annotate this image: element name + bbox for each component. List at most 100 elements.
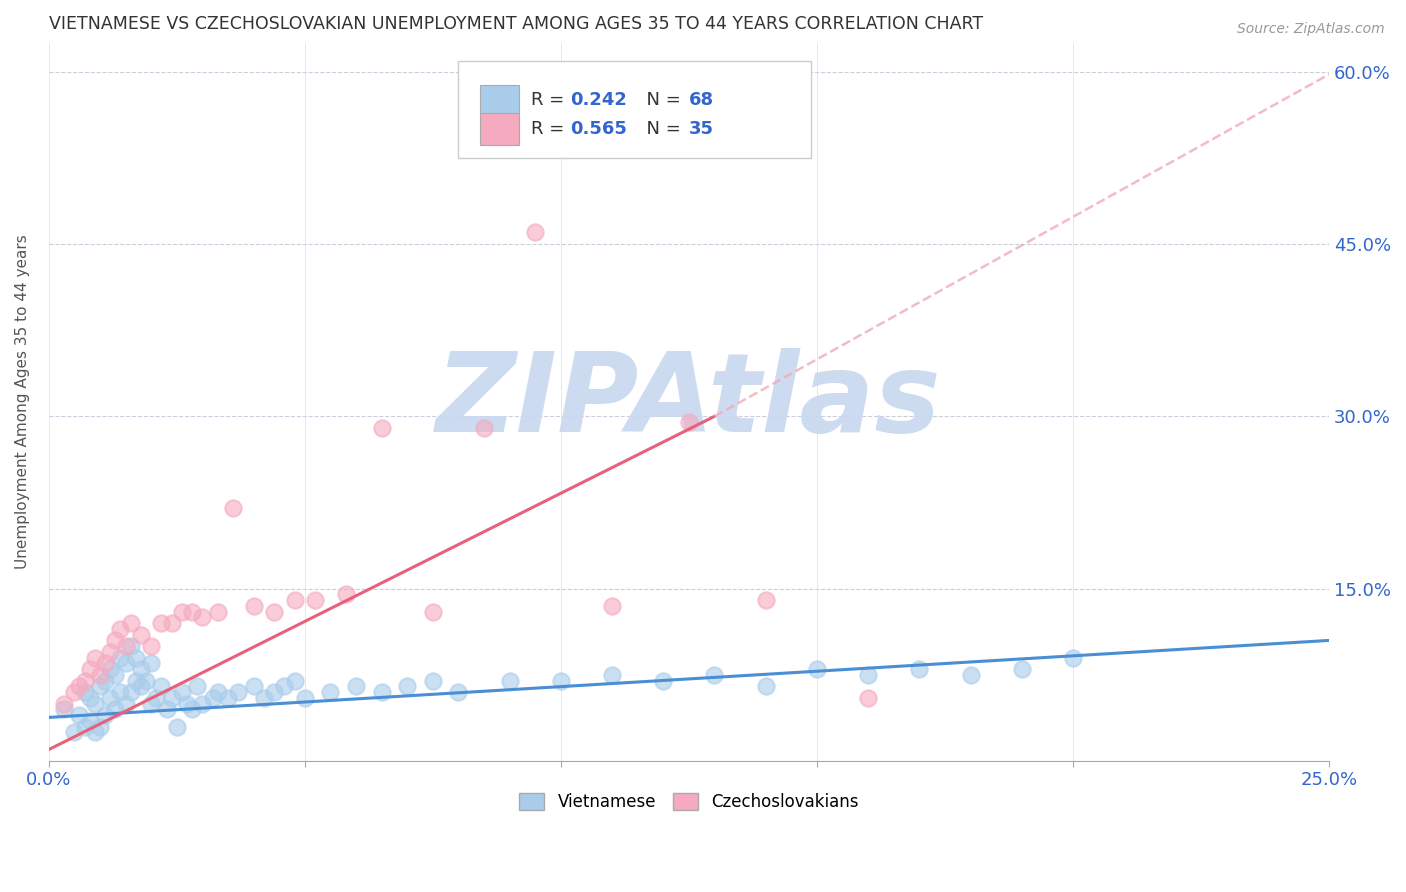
Point: [69, 679, 91, 693]
Point: [83, 725, 105, 739]
Point: [98, 690, 121, 705]
Point: [191, 610, 214, 624]
Point: [114, 697, 136, 711]
Point: [273, 679, 295, 693]
Point: [856, 668, 879, 682]
Point: [155, 702, 177, 716]
Point: [120, 685, 142, 699]
Point: [600, 668, 623, 682]
Point: [186, 679, 208, 693]
Point: [94, 657, 117, 671]
Point: [141, 657, 163, 671]
Point: [678, 415, 700, 429]
Point: [79, 690, 101, 705]
Point: [89, 720, 111, 734]
Point: [104, 668, 127, 682]
Point: [135, 673, 157, 688]
Point: [222, 501, 245, 516]
Point: [125, 650, 148, 665]
Point: [110, 685, 132, 699]
Point: [83, 650, 105, 665]
Point: [110, 650, 132, 665]
Point: [370, 685, 392, 699]
Point: [447, 685, 470, 699]
Text: N =: N =: [636, 91, 686, 110]
Point: [294, 690, 316, 705]
Point: [129, 628, 152, 642]
Text: ZIPAtlas: ZIPAtlas: [436, 349, 942, 456]
Point: [600, 599, 623, 613]
Point: [524, 226, 547, 240]
Point: [89, 668, 111, 682]
Legend: Vietnamese, Czechoslovakians: Vietnamese, Czechoslovakians: [513, 786, 865, 817]
Y-axis label: Unemployment Among Ages 35 to 44 years: Unemployment Among Ages 35 to 44 years: [15, 235, 30, 569]
Point: [284, 593, 307, 607]
Point: [304, 593, 326, 607]
Point: [53, 702, 76, 716]
FancyBboxPatch shape: [481, 85, 519, 116]
Point: [120, 639, 142, 653]
Point: [652, 673, 675, 688]
Point: [1062, 650, 1084, 665]
Point: [370, 421, 392, 435]
Point: [129, 679, 152, 693]
Point: [141, 639, 163, 653]
Point: [422, 673, 444, 688]
Text: VIETNAMESE VS CZECHOSLOVAKIAN UNEMPLOYMENT AMONG AGES 35 TO 44 YEARS CORRELATION: VIETNAMESE VS CZECHOSLOVAKIAN UNEMPLOYME…: [49, 15, 983, 33]
Point: [344, 679, 367, 693]
FancyBboxPatch shape: [481, 113, 519, 145]
Point: [253, 690, 276, 705]
Point: [145, 690, 167, 705]
Point: [89, 679, 111, 693]
Point: [422, 605, 444, 619]
Point: [69, 708, 91, 723]
Point: [94, 673, 117, 688]
Point: [150, 679, 173, 693]
Point: [335, 587, 357, 601]
Point: [79, 714, 101, 728]
Point: [98, 662, 121, 676]
Point: [98, 645, 121, 659]
Point: [170, 605, 193, 619]
Point: [104, 633, 127, 648]
Text: 35: 35: [689, 120, 714, 138]
Point: [79, 662, 101, 676]
Point: [856, 690, 879, 705]
Point: [959, 668, 981, 682]
Point: [114, 657, 136, 671]
Point: [703, 668, 725, 682]
Point: [207, 685, 229, 699]
Point: [166, 720, 188, 734]
Point: [396, 679, 419, 693]
Point: [242, 679, 264, 693]
Point: [176, 697, 198, 711]
Point: [263, 685, 285, 699]
Point: [1011, 662, 1033, 676]
Point: [226, 685, 249, 699]
Point: [73, 720, 96, 734]
Point: [284, 673, 307, 688]
Point: [498, 673, 520, 688]
Point: [125, 673, 148, 688]
Point: [170, 685, 193, 699]
Point: [53, 697, 76, 711]
FancyBboxPatch shape: [458, 61, 810, 158]
Point: [83, 697, 105, 711]
Point: [73, 673, 96, 688]
Text: R =: R =: [531, 120, 571, 138]
Text: 0.565: 0.565: [569, 120, 627, 138]
Point: [63, 685, 86, 699]
Point: [242, 599, 264, 613]
Point: [114, 639, 136, 653]
Point: [201, 690, 224, 705]
Point: [263, 605, 285, 619]
Point: [73, 685, 96, 699]
Text: Source: ZipAtlas.com: Source: ZipAtlas.com: [1237, 22, 1385, 37]
Text: 0.242: 0.242: [569, 91, 627, 110]
Point: [191, 697, 214, 711]
Point: [129, 662, 152, 676]
Point: [550, 673, 572, 688]
Point: [120, 616, 142, 631]
Point: [908, 662, 931, 676]
Point: [110, 622, 132, 636]
